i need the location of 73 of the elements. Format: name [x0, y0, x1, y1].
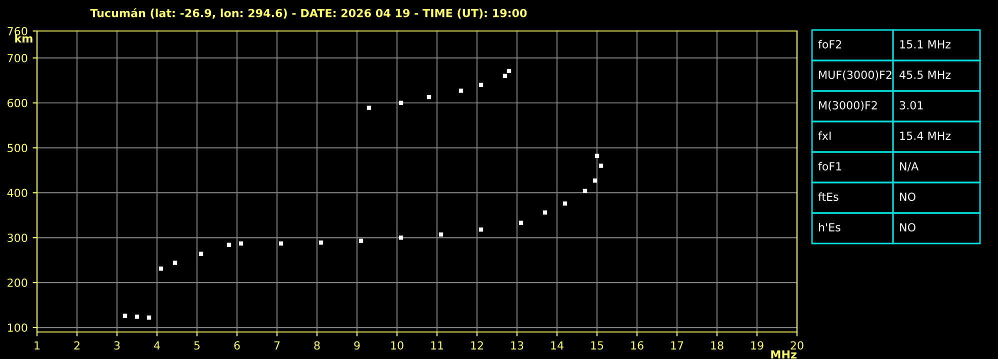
x-tick-label: 5	[194, 341, 200, 350]
point	[598, 164, 604, 168]
x-tick-label: 2	[74, 341, 80, 350]
x-tick-label: 8	[314, 341, 320, 350]
x-tick-label: 15	[591, 341, 604, 350]
chart-title: Tucumán (lat: -26.9, lon: 294.6) - DATE: 2026 04 19 - TIME (UT): 19:00	[90, 8, 527, 19]
y-tick-label: 760	[8, 26, 28, 36]
x-axis-title: MHz	[771, 350, 796, 359]
text: foF2	[818, 40, 842, 48]
text: ftEs	[818, 192, 838, 201]
point	[366, 106, 372, 110]
point	[318, 240, 324, 245]
point	[594, 154, 600, 158]
point	[542, 210, 548, 215]
point	[518, 220, 524, 225]
point	[398, 236, 404, 240]
point	[198, 252, 204, 256]
point	[226, 242, 232, 247]
y-tick-label: 300	[8, 234, 28, 242]
y-tick-label: 200	[8, 278, 28, 287]
text: h'Es	[818, 222, 840, 232]
x-tick-label: 7	[274, 341, 280, 350]
text: fxI	[818, 131, 831, 140]
x-tick-label: 3	[114, 341, 120, 350]
text: NO	[900, 192, 916, 201]
x-tick-label: 1	[34, 341, 40, 350]
x-tick-label: 17	[671, 341, 684, 350]
text: NO	[900, 223, 916, 232]
point	[238, 241, 244, 246]
x-tick-label: 11	[431, 341, 444, 350]
point	[134, 314, 140, 319]
point	[502, 74, 508, 78]
y-tick-label: 700	[8, 54, 28, 62]
point	[582, 188, 588, 194]
point	[146, 316, 152, 320]
x-tick-label: 12	[471, 341, 483, 350]
text: MUF(3000)F2	[819, 70, 892, 80]
x-tick-label: 14	[551, 341, 564, 350]
point	[426, 94, 432, 100]
point	[478, 82, 484, 87]
point	[278, 241, 284, 246]
point	[458, 88, 464, 93]
x-tick-label: 4	[154, 341, 160, 350]
y-tick-label: 400	[7, 188, 28, 198]
point	[562, 201, 568, 206]
text: 3.01	[900, 101, 923, 110]
y-tick-label: 600	[8, 98, 28, 108]
text: 45.5 MHz	[900, 70, 951, 79]
x-tick-label: 18	[711, 341, 724, 350]
point	[122, 314, 128, 318]
x-tick-label: 6	[234, 341, 240, 350]
y-axis-title: km	[15, 34, 32, 42]
point	[438, 232, 444, 237]
x-tick-label: 16	[631, 341, 644, 350]
y-tick-label: 500	[8, 144, 28, 152]
x-tick-label: 13	[511, 341, 524, 350]
point	[592, 178, 598, 183]
x-tick-label: 10	[391, 341, 404, 350]
x-tick-label: 19	[751, 341, 764, 350]
text: M(3000)F2	[819, 100, 877, 111]
text: 15.4 MHz	[900, 132, 951, 140]
text: 15.1 MHz	[900, 40, 951, 48]
point	[506, 68, 512, 74]
point	[478, 227, 484, 232]
x-tick-label: 20	[790, 341, 804, 350]
y-tick-label: 100	[8, 323, 28, 332]
point	[158, 266, 164, 271]
point	[172, 260, 178, 265]
point	[398, 100, 404, 105]
x-tick-label: 9	[354, 341, 360, 350]
text: foF1	[818, 162, 842, 170]
point	[358, 238, 364, 243]
text: N/A	[900, 162, 919, 172]
